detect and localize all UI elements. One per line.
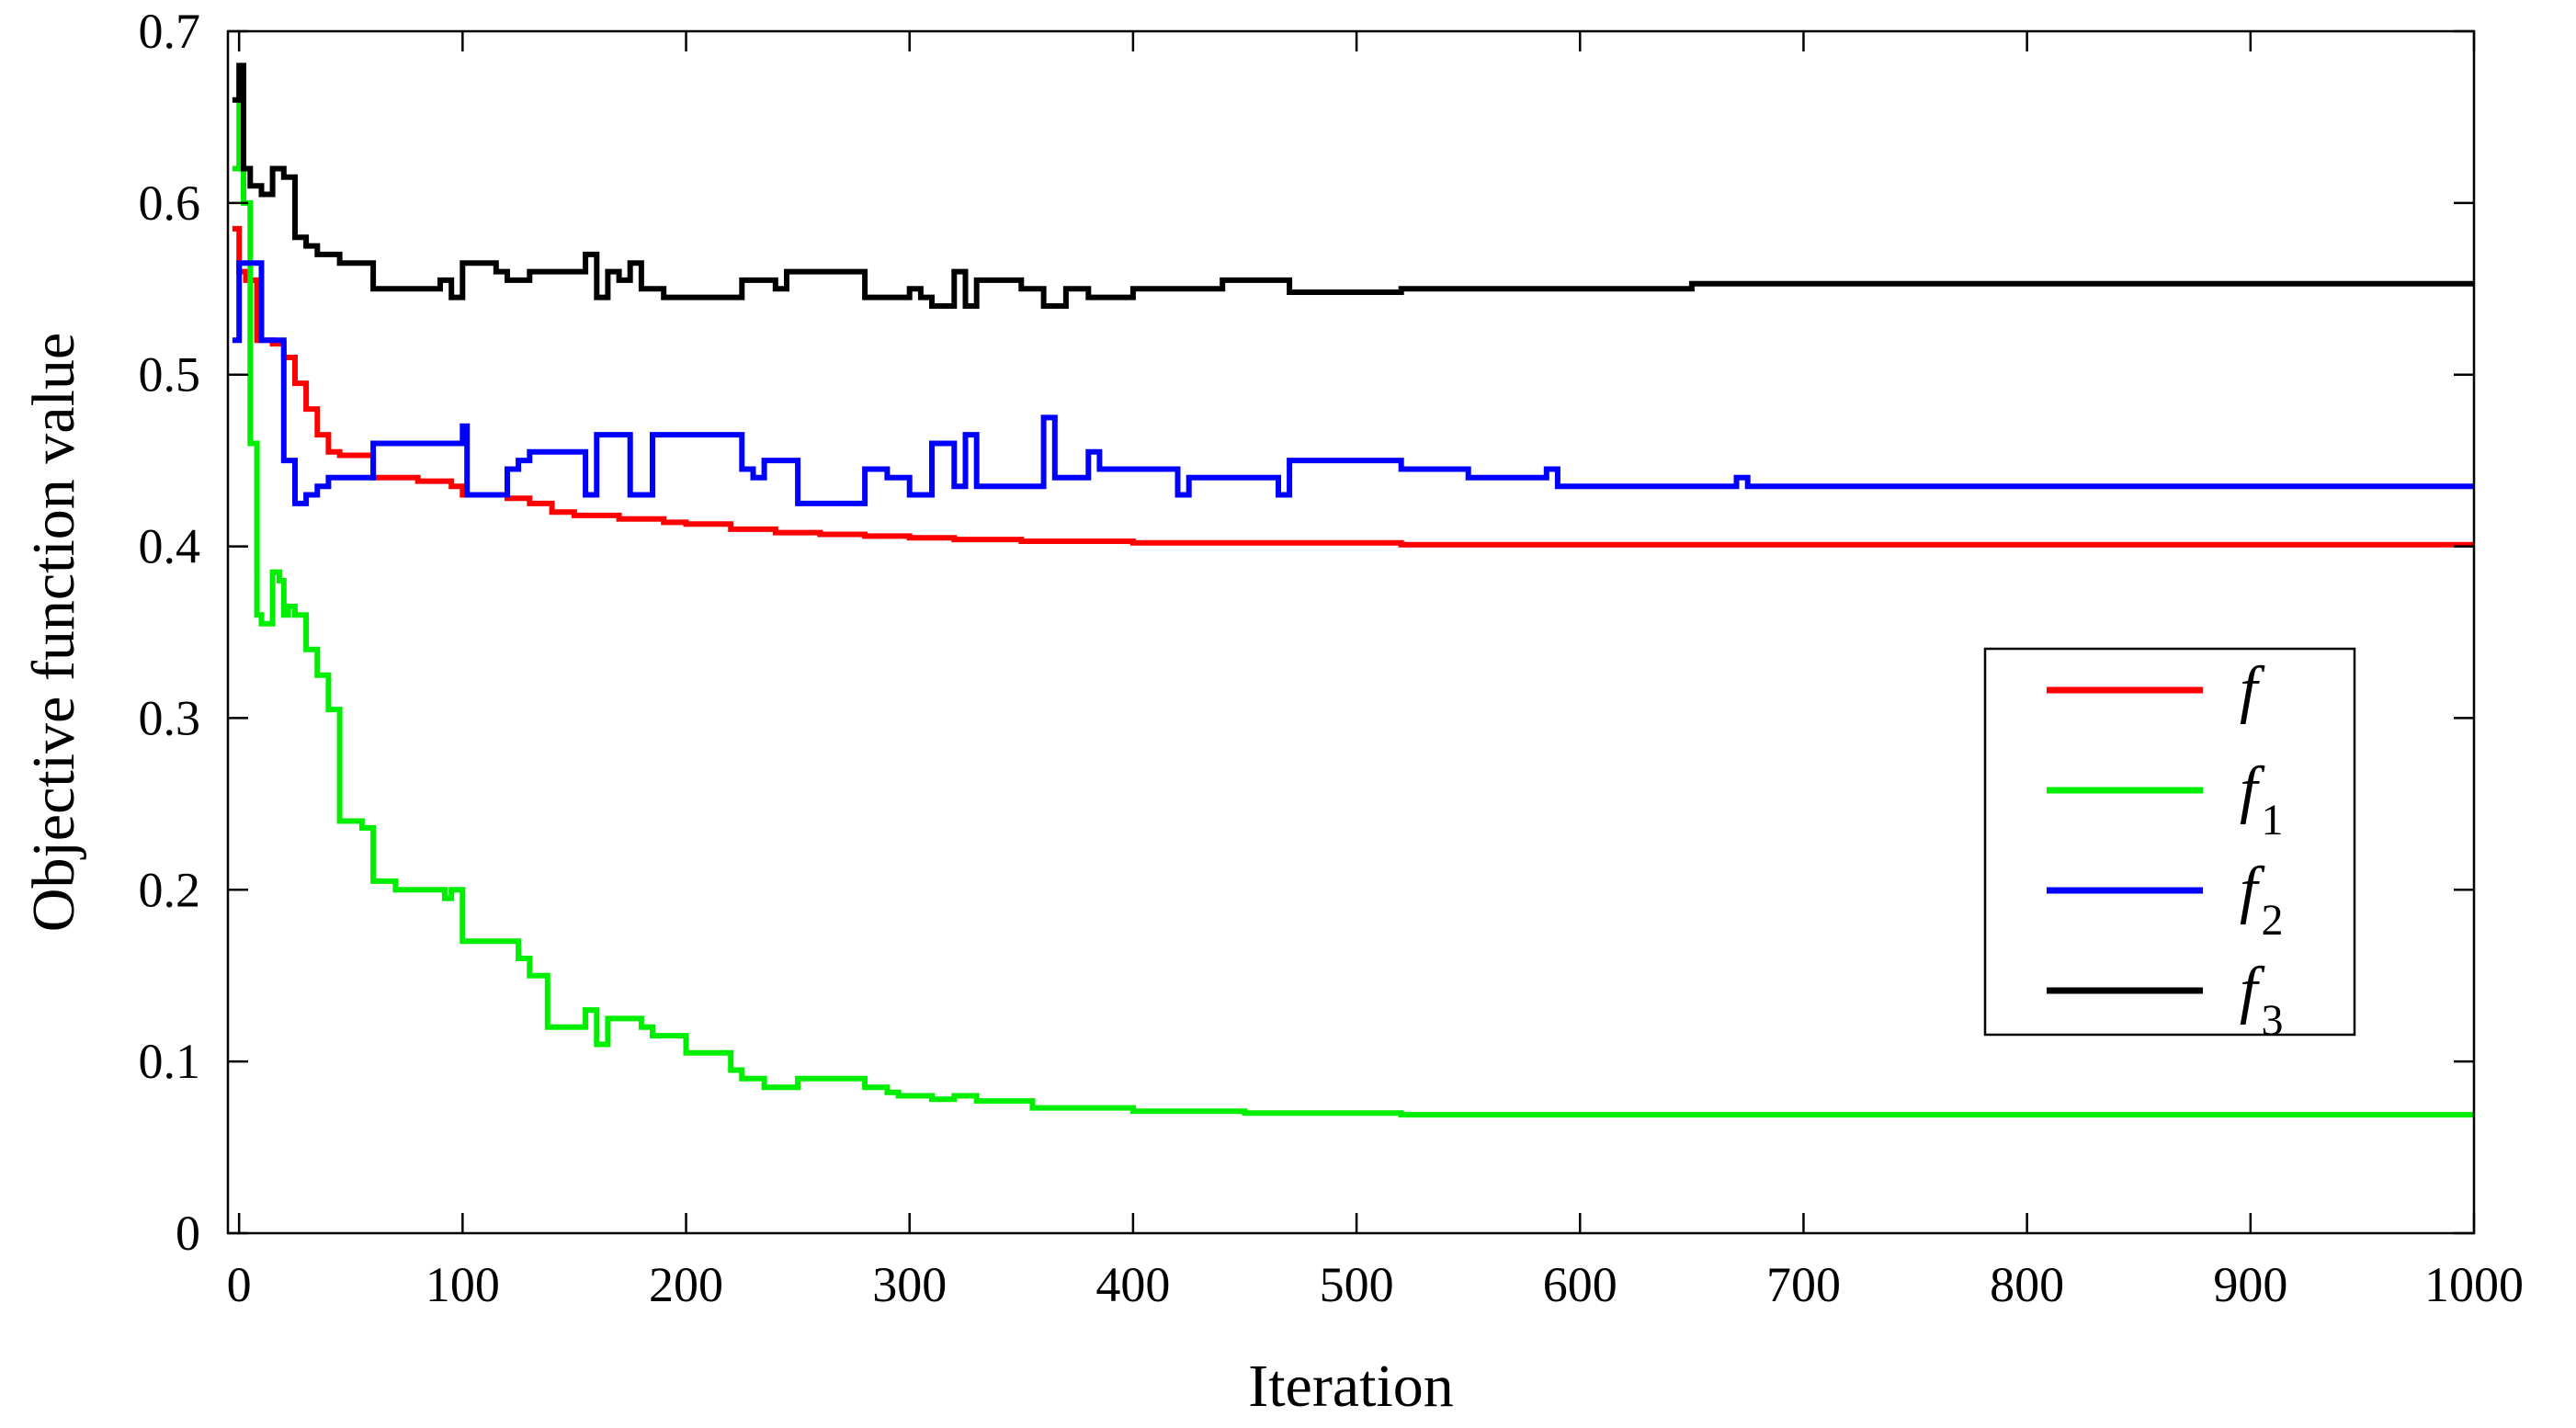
- x-tick-label: 900: [2213, 1257, 2287, 1312]
- x-tick-label: 200: [649, 1257, 723, 1312]
- y-tick-label: 0.3: [139, 690, 201, 745]
- y-axis-label: Objective function value: [20, 333, 87, 932]
- series-line-f1: [232, 80, 2474, 1118]
- x-tick-label: 600: [1543, 1257, 1617, 1312]
- x-tick-label: 400: [1095, 1257, 1170, 1312]
- x-tick-label: 1000: [2424, 1257, 2524, 1312]
- y-tick-label: 0.1: [139, 1034, 201, 1089]
- x-axis-label: Iteration: [1248, 1353, 1454, 1420]
- x-tick-label: 300: [872, 1257, 947, 1312]
- y-tick-label: 0.2: [139, 862, 201, 917]
- x-tick-label: 0: [227, 1257, 252, 1312]
- x-tick-label: 700: [1766, 1257, 1841, 1312]
- plot-frame: [226, 29, 2476, 1235]
- x-tick-label: 500: [1320, 1257, 1394, 1312]
- series-layer: [232, 62, 2474, 1118]
- y-tick-label: 0: [176, 1206, 200, 1261]
- y-tick-label: 0.5: [139, 347, 201, 402]
- ticks-layer: 0 100 200 300 400 500 600 700 800 900 1000 0 0.1 0.2 0…: [139, 4, 2525, 1312]
- y-tick-label: 0.6: [139, 176, 201, 231]
- x-tick-label: 800: [1990, 1257, 2064, 1312]
- y-tick-label: 0.7: [139, 4, 201, 59]
- x-tick-label: 100: [426, 1257, 500, 1312]
- series-line-f2: [232, 260, 2474, 506]
- series-line-f3: [232, 62, 2474, 309]
- legend-box: [1983, 647, 2356, 1037]
- y-tick-label: 0.4: [139, 519, 201, 574]
